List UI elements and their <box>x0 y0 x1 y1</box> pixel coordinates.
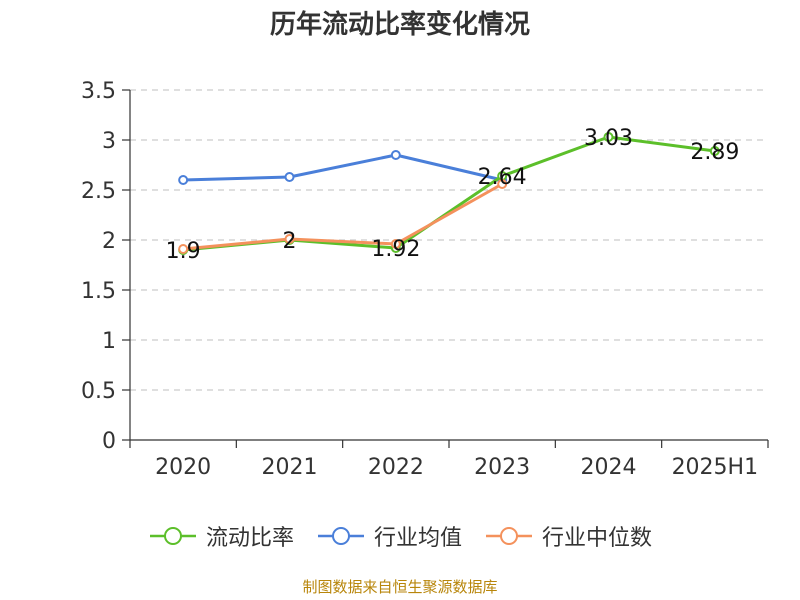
y-tick-label: 0 <box>102 429 116 454</box>
y-tick-label: 3 <box>102 129 116 154</box>
x-tick-label: 2021 <box>262 455 318 480</box>
chart-title: 历年流动比率变化情况 <box>269 10 530 40</box>
series-line <box>183 135 716 252</box>
y-tick-label: 0.5 <box>81 379 116 404</box>
data-point <box>178 244 189 254</box>
data-label: 3.03 <box>584 126 633 151</box>
data-point <box>284 234 295 244</box>
series <box>178 132 720 255</box>
series-line <box>183 153 503 182</box>
legend-marker-current-ratio <box>149 527 196 545</box>
legend-label-industry-mean: 行业均值 <box>373 526 462 551</box>
data-label: 2 <box>283 229 297 254</box>
data-label: 2.89 <box>690 140 739 165</box>
x-tick-label: 2025H1 <box>672 455 759 480</box>
y-tick-label: 1 <box>102 329 116 354</box>
y-tick-label: 1.5 <box>81 279 116 304</box>
series-line <box>183 182 503 251</box>
axes: 0 0.5 1 1.5 2 2.5 3 3.5 2020 2021 2022 2023 2024 2025… <box>81 79 769 480</box>
legend-marker-industry-mean <box>317 527 364 545</box>
grid-lines <box>130 89 768 391</box>
data-point <box>390 150 401 160</box>
data-label: 1.92 <box>371 237 420 262</box>
legend-marker-industry-median <box>486 527 532 545</box>
x-tick-label: 2022 <box>368 455 424 480</box>
x-tick-label: 2024 <box>581 455 637 480</box>
legend-item-industry-median[interactable]: 行业中位数 <box>484 520 652 552</box>
x-tick-label: 2023 <box>474 455 530 480</box>
legend-item-industry-mean[interactable]: 行业均值 <box>316 520 462 552</box>
data-point <box>603 132 614 142</box>
data-labels: 1.9 2 1.922.643.032.89 <box>166 126 740 264</box>
data-label: 2.64 <box>478 165 527 190</box>
data-point <box>284 172 295 182</box>
data-point <box>709 146 720 156</box>
y-tick-label: 2.5 <box>81 179 116 204</box>
data-point <box>390 239 401 249</box>
legend: 流动比率 行业均值 行业中位数 <box>0 518 800 554</box>
legend-item-current-ratio[interactable]: 流动比率 <box>148 520 294 552</box>
data-point <box>178 175 189 185</box>
legend-label-current-ratio: 流动比率 <box>205 526 294 551</box>
y-tick-label: 2 <box>102 229 116 254</box>
data-point <box>497 179 508 189</box>
x-tick-label: 2020 <box>155 455 211 480</box>
legend-label-industry-median: 行业中位数 <box>542 526 653 551</box>
data-label: 1.9 <box>166 239 201 264</box>
data-source-note: 制图数据来自恒生聚源数据库 <box>302 578 498 596</box>
y-tick-label: 3.5 <box>81 79 116 104</box>
